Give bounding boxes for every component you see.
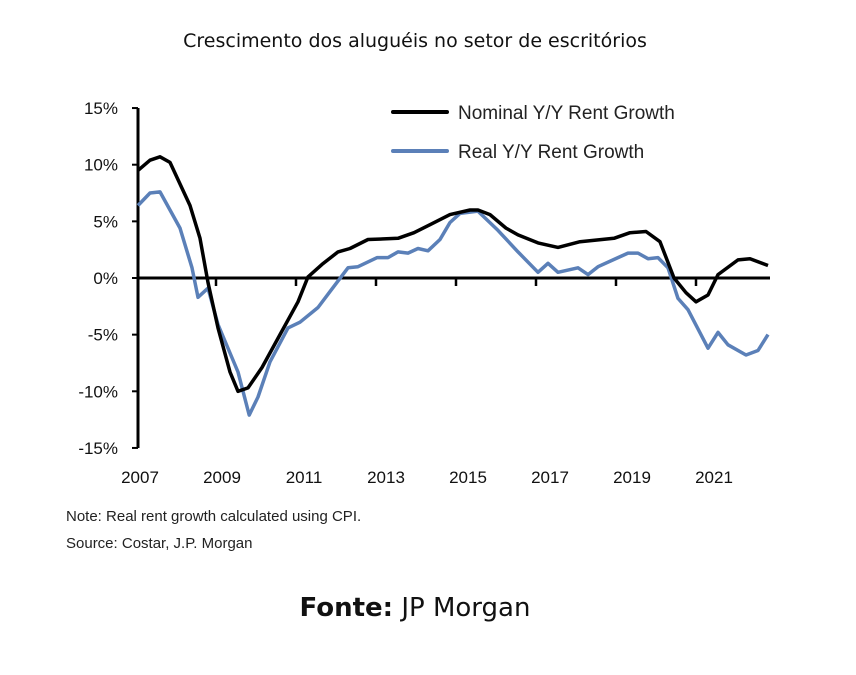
axes: 15% 10% 5% 0% -5% -10% -15%2007 2009 2011 2013 201… <box>78 99 770 487</box>
x-tick-label: 2017 <box>531 468 569 487</box>
footer-value: JP Morgan <box>393 593 531 623</box>
y-tick-label: 5% <box>93 212 118 231</box>
series-lines <box>136 155 770 417</box>
footer-source: Fonte: JP Morgan <box>0 593 830 623</box>
y-tick-label: -5% <box>88 326 118 345</box>
chart-title: Crescimento dos aluguéis no setor de esc… <box>183 30 647 52</box>
y-tick-label: -10% <box>78 382 118 401</box>
x-tick-label: 2011 <box>286 468 323 487</box>
x-tick-label: 2009 <box>203 468 241 487</box>
y-tick-label: 15% <box>84 99 118 118</box>
footer-label: Fonte: <box>299 593 394 623</box>
legend-label: Real Y/Y Rent Growth <box>458 142 644 163</box>
y-tick-label: 0% <box>93 269 118 288</box>
note-text: Note: Real rent growth calculated using … <box>66 508 362 525</box>
series-line-nominal <box>136 155 769 394</box>
series-line-real <box>136 190 770 417</box>
y-tick-label: -15% <box>78 439 118 458</box>
x-tick-label: 2019 <box>613 468 651 487</box>
line-chart: 15% 10% 5% 0% -5% -10% -15%2007 2009 2011 2013 201… <box>78 99 770 487</box>
y-tick-label: 10% <box>84 156 118 175</box>
source-text: Source: Costar, J.P. Morgan <box>66 535 253 552</box>
legend-label: Nominal Y/Y Rent Growth <box>458 103 675 124</box>
legend: Nominal Y/Y Rent Growth Real Y/Y Rent Gro… <box>391 103 675 163</box>
x-tick-label: 2021 <box>695 468 733 487</box>
x-tick-label: 2013 <box>367 468 405 487</box>
x-tick-label: 2015 <box>449 468 487 487</box>
x-tick-label: 2007 <box>121 468 159 487</box>
